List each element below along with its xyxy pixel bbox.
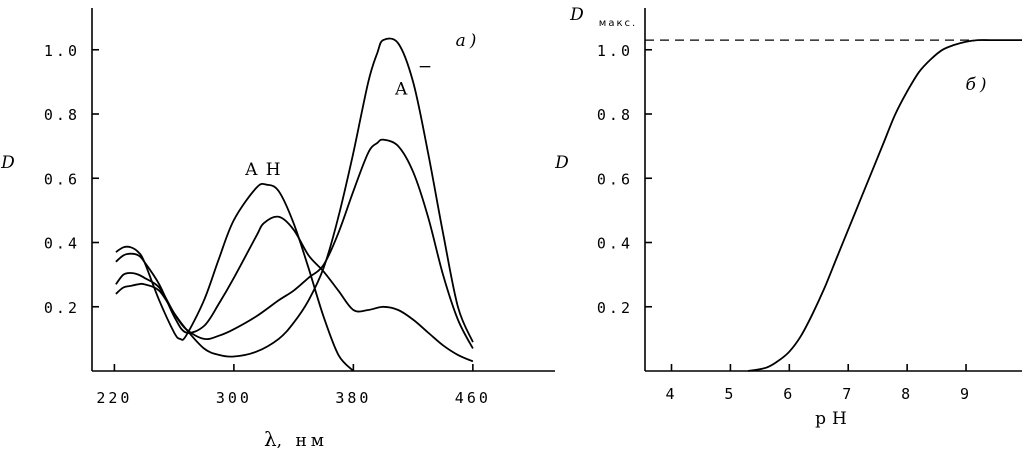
- x-tick-label: 460: [455, 389, 491, 407]
- dmax-subscript: макс.: [599, 18, 637, 29]
- y-tick-label: 0.4: [44, 235, 80, 253]
- y-axis-label: D: [0, 153, 15, 173]
- spectrum-curve: [115, 138, 474, 349]
- y-tick-label: 0.2: [44, 299, 80, 317]
- x-tick-label: 300: [216, 389, 252, 407]
- x-tick-label: 9: [960, 385, 972, 403]
- spectrum-curve: [115, 182, 355, 372]
- x-tick-label: 380: [335, 389, 371, 407]
- spectrum-curve: [115, 37, 474, 358]
- y-tick-label: 0.8: [44, 106, 80, 124]
- x-tick-label: 220: [96, 389, 132, 407]
- x-tick-label: 7: [842, 385, 854, 403]
- chart-ph: 0.2 0.4 0.6 0.8 1.0 4 5 6 7 8 9 D D макс. рН б): [554, 5, 1022, 429]
- x-tick-label: 6: [783, 385, 795, 403]
- panel-label-a: а): [456, 31, 481, 51]
- x-axis-label: рН: [815, 409, 853, 429]
- dmax-label: D: [569, 5, 584, 25]
- spectrum-curve: [115, 215, 474, 363]
- label-AH: АН: [245, 160, 289, 180]
- x-tick-label: 8: [901, 385, 913, 403]
- label-A-anion: А: [395, 80, 408, 100]
- y-tick-label: 0.6: [44, 170, 80, 188]
- panel-label-b: б): [965, 75, 990, 95]
- y-axis-label: D: [554, 153, 569, 173]
- label-anion-charge: −: [418, 57, 432, 77]
- x-tick-label: 5: [724, 385, 736, 403]
- y-tick-label: 0.8: [597, 106, 633, 124]
- x-tick-label: 4: [665, 385, 677, 403]
- y-tick-label: 0.6: [597, 170, 633, 188]
- y-tick-label: 0.2: [597, 299, 633, 317]
- y-tick-label: 1.0: [44, 42, 80, 60]
- titration-curve: [747, 39, 1022, 372]
- y-tick-label: 0.4: [597, 235, 633, 253]
- chart-spectra: 0.2 0.4 0.6 0.8 1.0 220 300 380 460 Dλ, нм АН А− а): [0, 8, 555, 451]
- y-tick-label: 1.0: [597, 42, 633, 60]
- x-axis-label: λ, нм: [264, 427, 328, 451]
